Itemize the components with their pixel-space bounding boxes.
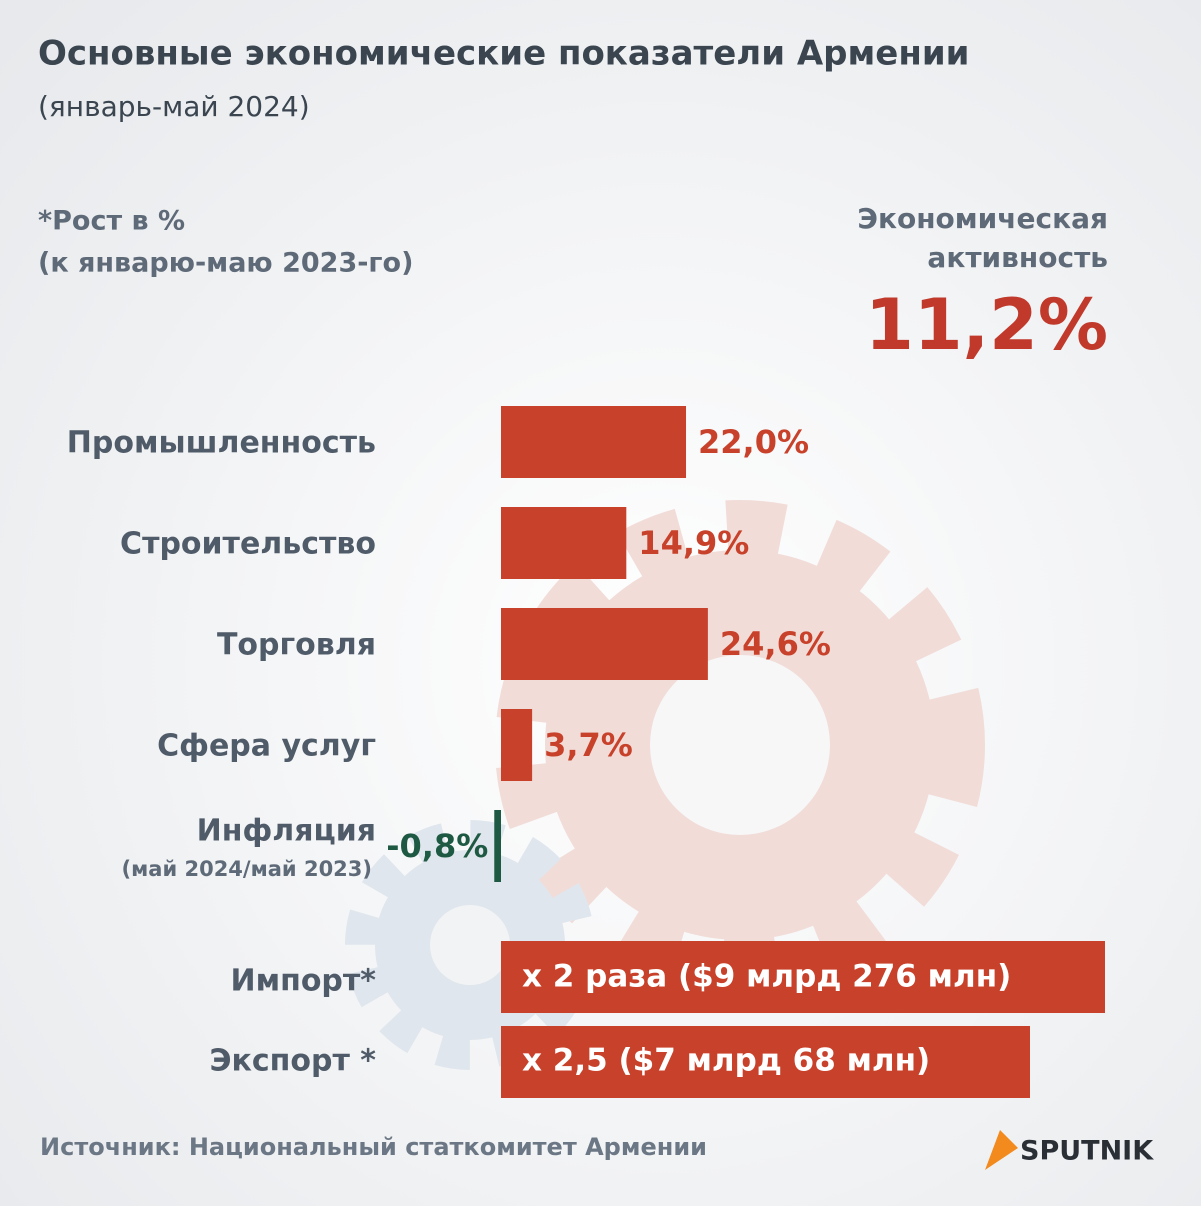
trade-box — [501, 941, 1105, 1013]
trade-label: Импорт* — [230, 964, 376, 999]
bar — [501, 608, 708, 680]
note: *Рост в % — [38, 206, 185, 237]
category-label: Сфера услуг — [157, 729, 376, 764]
subtitle: (январь-май 2024) — [38, 90, 310, 123]
bar — [501, 406, 687, 478]
trade-text: x 2,5 ($7 млрд 68 млн) — [522, 1043, 930, 1079]
bar — [501, 507, 627, 579]
value-label: 24,6% — [720, 625, 831, 663]
value-label: 22,0% — [698, 423, 809, 461]
logo-icon — [985, 1130, 1018, 1170]
inflation-note: (май 2024/май 2023) — [122, 857, 372, 881]
note: (к январю-маю 2023-го) — [38, 248, 413, 279]
value-label: 3,7% — [544, 726, 633, 764]
logo: SPUTNIK — [1020, 1136, 1154, 1167]
activity-label: Экономическая — [857, 202, 1108, 235]
value-label: 14,9% — [638, 524, 749, 562]
activity-label: активность — [927, 241, 1108, 274]
category-label: Торговля — [217, 628, 376, 663]
bar — [501, 709, 533, 781]
value-label: -0,8% — [386, 827, 488, 865]
bar — [494, 810, 501, 882]
category-label: Инфляция — [197, 814, 376, 849]
trade-label: Экспорт * — [210, 1044, 377, 1079]
activity-value: 11,2% — [865, 284, 1108, 366]
trade-text: x 2 раза ($9 млрд 276 млн) — [522, 959, 1011, 995]
trade-box — [501, 1026, 1030, 1098]
title: Основные экономические показатели Армени… — [38, 34, 970, 74]
category-label: Строительство — [120, 527, 376, 562]
source: Источник: Национальный статкомитет Армен… — [40, 1133, 707, 1161]
category-label: Промышленность — [67, 426, 376, 461]
trade: Импорт* x 2 раза ($9 млрд 276 млн) Экспо… — [210, 941, 1105, 1098]
